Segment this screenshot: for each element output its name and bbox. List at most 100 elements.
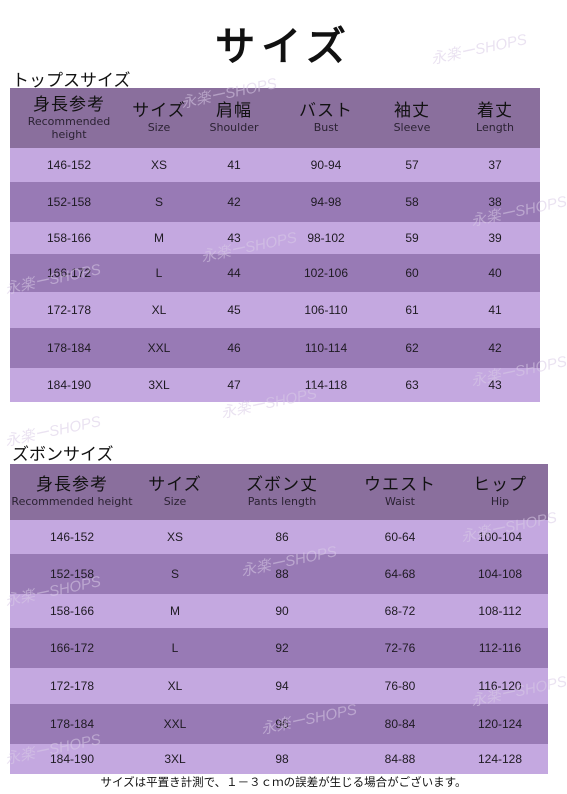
measurement-note: サイズは平置き計測で、１－３ｃｍの誤差が生じる場合がございます。	[100, 775, 467, 789]
tops-header-cell: 袖丈 Sleeve	[374, 88, 450, 148]
header-label-en: Pants length	[247, 495, 317, 508]
table-cell: 110-114	[304, 341, 348, 355]
table-cell: 158-166	[49, 604, 95, 618]
table-row: 166-172 L 44 102-106 60 40	[10, 254, 540, 292]
table-cell: 60	[405, 266, 419, 280]
tops-header-cell: バスト Bust	[278, 88, 374, 148]
table-cell: 166-172	[46, 266, 92, 280]
table-cell: 42	[488, 341, 502, 355]
tops-header-cell: サイズ Size	[128, 88, 190, 148]
header-label-en: Size	[163, 495, 187, 508]
table-cell: 88	[275, 567, 289, 581]
pants-section-title: ズボンサイズ	[12, 445, 114, 465]
header-label-jp: 肩幅	[216, 101, 252, 121]
table-cell: 68-72	[384, 604, 416, 618]
header-label-en: Waist	[384, 495, 415, 508]
tops-section-title: トップスサイズ	[12, 71, 131, 91]
table-cell: 42	[227, 195, 241, 209]
table-row: 158-166 M 90 68-72 108-112	[10, 594, 548, 628]
header-label-jp: 着丈	[477, 101, 513, 121]
header-label-jp: バスト	[299, 101, 353, 121]
table-cell: 76-80	[384, 679, 416, 693]
header-label-en: Size	[147, 121, 171, 134]
table-cell: 166-172	[49, 641, 95, 655]
table-cell: 120-124	[477, 717, 523, 731]
pants-header-cell: 身長参考 Recommended height	[10, 464, 134, 520]
table-cell: 108-112	[478, 604, 522, 618]
table-cell: 146-152	[49, 530, 95, 544]
table-cell: 38	[488, 195, 502, 209]
table-cell: 61	[405, 303, 419, 317]
table-cell: 44	[227, 266, 241, 280]
table-cell: XXL	[163, 717, 187, 731]
tops-header-row: 身長参考 Recommended height サイズ Size 肩幅 Shoulder バ…	[10, 88, 540, 148]
table-row: 172-178 XL 94 76-80 116-120	[10, 668, 548, 704]
table-row: 146-152 XS 41 90-94 57 37	[10, 148, 540, 182]
table-cell: 46	[227, 341, 241, 355]
table-cell: 47	[227, 378, 241, 392]
tops-header-cell: 身長参考 Recommended height	[10, 88, 128, 148]
table-cell: 124-128	[477, 752, 523, 766]
table-cell: XXL	[147, 341, 171, 355]
table-cell: 112-116	[478, 641, 522, 655]
page-title: サイズ	[215, 24, 352, 70]
table-cell: 64-68	[384, 567, 416, 581]
table-cell: 63	[405, 378, 419, 392]
table-cell: 178-184	[46, 341, 92, 355]
table-cell: XL	[167, 679, 183, 693]
table-row: 184-190 3XL 47 114-118 63 43	[10, 368, 540, 402]
table-cell: 40	[488, 266, 502, 280]
table-row: 146-152 XS 86 60-64 100-104	[10, 520, 548, 554]
table-cell: M	[170, 604, 180, 618]
table-cell: 92	[275, 641, 289, 655]
table-cell: XL	[151, 303, 167, 317]
table-cell: 178-184	[49, 717, 95, 731]
table-cell: 102-106	[303, 266, 349, 280]
header-label-jp: 身長参考	[33, 94, 105, 115]
table-cell: 94-98	[310, 195, 342, 209]
tops-header-cell: 肩幅 Shoulder	[190, 88, 278, 148]
table-cell: 59	[405, 231, 419, 245]
table-cell: 106-110	[304, 303, 348, 317]
table-cell: M	[154, 231, 164, 245]
header-label-en: Recommended height	[11, 495, 133, 508]
header-label-en: Hip	[490, 495, 510, 508]
header-label-jp: サイズ	[132, 101, 186, 121]
table-row: 152-158 S 88 64-68 104-108	[10, 554, 548, 594]
header-label-jp: ズボン丈	[246, 475, 318, 495]
table-cell: 3XL	[164, 752, 186, 766]
table-cell: 41	[227, 158, 241, 172]
table-row: 178-184 XXL 96 80-84 120-124	[10, 704, 548, 744]
table-cell: 86	[275, 530, 289, 544]
table-cell: 39	[488, 231, 502, 245]
table-cell: 43	[488, 378, 502, 392]
table-cell: 58	[405, 195, 419, 209]
header-label-jp: 身長参考	[36, 475, 108, 495]
pants-header-cell: サイズ Size	[134, 464, 216, 520]
table-cell: 84-88	[384, 752, 416, 766]
table-cell: 98	[275, 752, 289, 766]
table-cell: L	[171, 641, 179, 655]
table-cell: 104-108	[477, 567, 523, 581]
header-label-jp: 袖丈	[394, 101, 430, 121]
table-cell: L	[155, 266, 163, 280]
table-cell: 184-190	[46, 378, 92, 392]
tops-size-table: 身長参考 Recommended height サイズ Size 肩幅 Shoulder バ…	[10, 88, 540, 402]
table-cell: 96	[275, 717, 289, 731]
header-label-en: Shoulder	[209, 121, 259, 134]
pants-header-cell: ヒップ Hip	[452, 464, 548, 520]
table-cell: 41	[488, 303, 502, 317]
table-cell: 45	[227, 303, 241, 317]
header-label-jp: ヒップ	[473, 475, 527, 495]
pants-size-table: 身長参考 Recommended height サイズ Size ズボン丈 Pants l…	[10, 464, 548, 774]
table-cell: 72-76	[384, 641, 416, 655]
pants-header-cell: ズボン丈 Pants length	[216, 464, 348, 520]
table-row: 172-178 XL 45 106-110 61 41	[10, 292, 540, 328]
table-cell: S	[154, 195, 163, 209]
table-cell: 100-104	[477, 530, 523, 544]
table-cell: 146-152	[46, 158, 92, 172]
table-cell: 62	[405, 341, 419, 355]
table-row: 184-190 3XL 98 84-88 124-128	[10, 744, 548, 774]
table-cell: 94	[275, 679, 289, 693]
header-label-en: Recommended height	[27, 114, 111, 141]
